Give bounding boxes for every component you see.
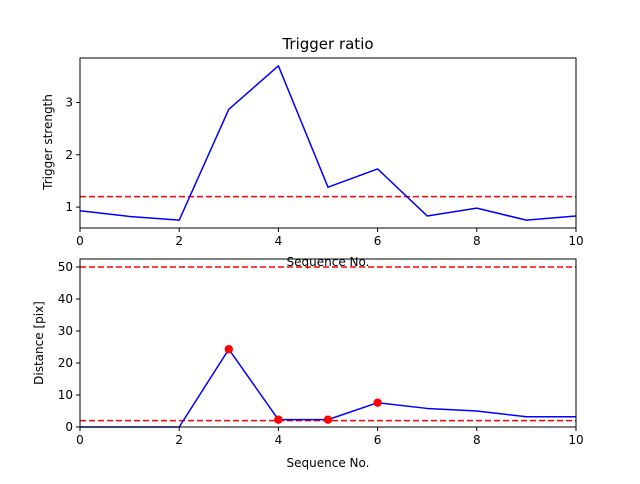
bottom-axes-frame [79, 258, 577, 428]
top-subplot: Trigger ratio Trigger strength Sequence … [41, 35, 584, 269]
top-x-tick-label: 4 [275, 234, 283, 248]
bottom-y-tick-label: 10 [58, 388, 73, 402]
bottom-y-tick-label: 50 [58, 260, 73, 274]
top-x-tick-label: 8 [473, 234, 481, 248]
bottom-x-tick-label: 2 [175, 433, 183, 447]
top-y-tick-label: 2 [65, 148, 73, 162]
top-x-tick-label: 10 [568, 234, 583, 248]
bottom-y-tick-label: 0 [65, 420, 73, 434]
top-y-tick-label: 3 [65, 95, 73, 109]
bottom-y-tick-label: 30 [58, 324, 73, 338]
bottom-data-marker [373, 398, 382, 407]
bottom-y-tick-label: 20 [58, 356, 73, 370]
bottom-y-axis-label: Distance [pix] [32, 301, 46, 385]
bottom-x-tick-label: 6 [374, 433, 382, 447]
top-x-tick-label: 0 [76, 234, 84, 248]
top-chart-title: Trigger ratio [281, 35, 373, 53]
top-y-tick-label: 1 [65, 200, 73, 214]
top-x-tick-label: 2 [175, 234, 183, 248]
bottom-x-tick-label: 8 [473, 433, 481, 447]
top-y-axis-label: Trigger strength [41, 94, 55, 191]
bottom-x-tick-label: 4 [275, 433, 283, 447]
bottom-x-axis-label: Sequence No. [287, 456, 370, 470]
top-axes-frame [79, 57, 577, 229]
bottom-x-tick-label: 0 [76, 433, 84, 447]
top-series-line-0 [79, 65, 577, 221]
bottom-subplot: Distance [pix] Sequence No. 0 2 4 6 8 10 0 10 20… [32, 258, 584, 470]
bottom-data-marker [323, 415, 333, 424]
bottom-x-tick-label: 10 [568, 433, 583, 447]
bottom-data-marker [224, 345, 233, 354]
bottom-data-marker [274, 415, 283, 424]
bottom-y-tick-label: 40 [58, 292, 73, 306]
top-x-tick-label: 6 [374, 234, 382, 248]
